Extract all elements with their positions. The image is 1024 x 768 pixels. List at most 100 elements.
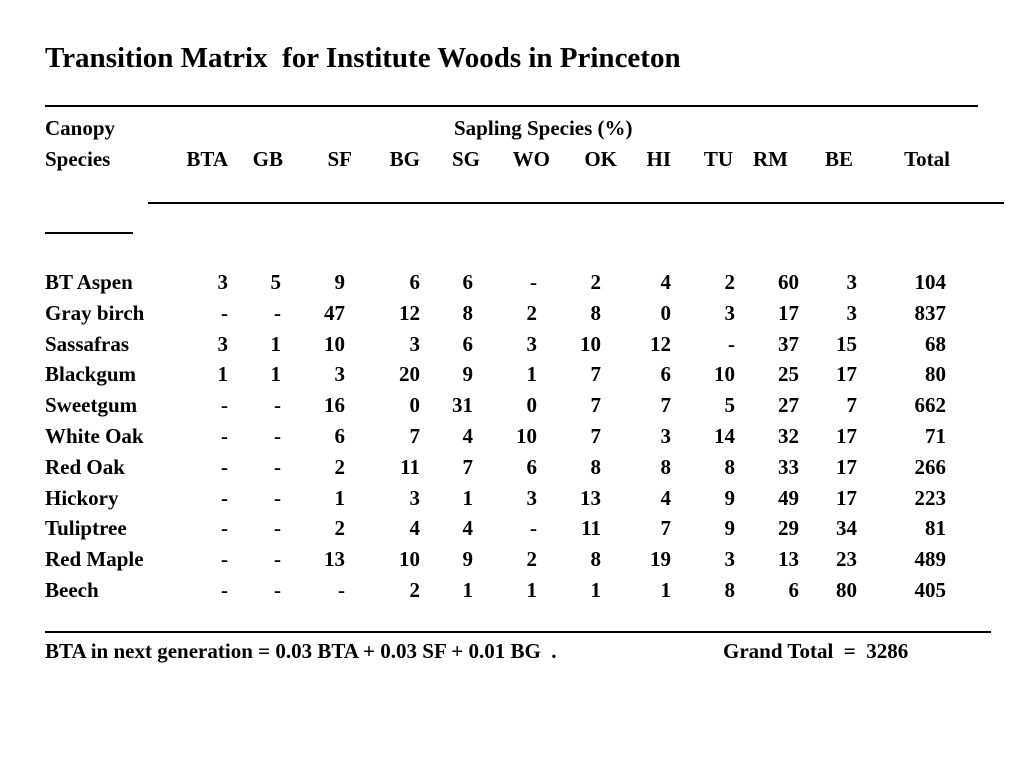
table-cell: 13 xyxy=(778,547,799,571)
table-cell: 9 xyxy=(724,516,736,540)
table-cell: 0 xyxy=(409,393,421,417)
table-cell: 7 xyxy=(462,455,474,479)
table-cell: 12 xyxy=(650,332,671,356)
table-cell: 1 xyxy=(526,578,538,602)
table-cell: 0 xyxy=(660,301,672,325)
column-header: BTA xyxy=(186,147,228,171)
table-cell: 8 xyxy=(590,301,602,325)
table-cell: 27 xyxy=(778,393,799,417)
table-cell: - xyxy=(221,393,228,417)
table-cell: 13 xyxy=(580,486,601,510)
table-cell: 2 xyxy=(409,578,421,602)
row-species-name: Blackgum xyxy=(45,362,137,386)
table-cell: 6 xyxy=(409,270,421,294)
table-cell: 80 xyxy=(836,578,857,602)
table-cell: 15 xyxy=(836,332,857,356)
table-cell: 9 xyxy=(724,486,736,510)
footer-equation: BTA in next generation = 0.03 BTA + 0.03… xyxy=(45,639,557,663)
table-cell: 25 xyxy=(778,362,799,386)
header-sapling-species: Sapling Species (%) xyxy=(454,116,633,140)
table-cell: - xyxy=(274,393,281,417)
table-cell: 29 xyxy=(778,516,799,540)
row-species-name: Red Oak xyxy=(45,455,125,479)
table-cell: 7 xyxy=(660,393,672,417)
column-header: SG xyxy=(451,147,480,171)
table-cell: 3 xyxy=(334,362,346,386)
table-cell: 11 xyxy=(581,516,601,540)
table-cell: 3 xyxy=(846,301,858,325)
column-header: TU xyxy=(703,147,733,171)
table-cell: 7 xyxy=(590,362,602,386)
table-cell: 2 xyxy=(590,270,602,294)
table-cell: 3 xyxy=(409,486,421,510)
table-cell: 104 xyxy=(914,270,947,294)
table-cell: - xyxy=(221,301,228,325)
row-species-name: Tuliptree xyxy=(45,516,127,540)
table-cell: - xyxy=(728,332,735,356)
table-cell: 4 xyxy=(660,486,672,510)
table-cell: - xyxy=(274,578,281,602)
table-cell: 1 xyxy=(217,362,229,386)
table-cell: 49 xyxy=(778,486,799,510)
page-title: Transition Matrix for Institute Woods in… xyxy=(45,42,681,74)
table-cell: 14 xyxy=(714,424,735,448)
table-cell: 1 xyxy=(526,362,538,386)
table-cell: 10 xyxy=(399,547,420,571)
table-cell: 1 xyxy=(270,332,282,356)
table-cell: - xyxy=(221,547,228,571)
table-cell: 3 xyxy=(846,270,858,294)
table-cell: 837 xyxy=(914,301,947,325)
table-cell: 10 xyxy=(580,332,601,356)
table-cell: - xyxy=(221,486,228,510)
table-cell: 3 xyxy=(660,424,672,448)
table-cell: 1 xyxy=(334,486,346,510)
column-header: BE xyxy=(824,147,853,171)
table-cell: 489 xyxy=(914,547,947,571)
footer-divider xyxy=(45,631,991,633)
table-cell: - xyxy=(274,455,281,479)
table-cell: - xyxy=(274,424,281,448)
table-cell: 3 xyxy=(217,270,229,294)
table-cell: 9 xyxy=(334,270,346,294)
table-cell: - xyxy=(274,516,281,540)
table-cell: 17 xyxy=(836,455,857,479)
table-cell: 32 xyxy=(778,424,799,448)
table-cell: 1 xyxy=(462,486,474,510)
header-divider-short xyxy=(45,232,133,234)
table-cell: 8 xyxy=(590,547,602,571)
table-cell: 7 xyxy=(846,393,858,417)
table-cell: 6 xyxy=(660,362,672,386)
table-cell: 34 xyxy=(836,516,857,540)
table-cell: 60 xyxy=(778,270,799,294)
table-cell: 7 xyxy=(590,393,602,417)
table-cell: 0 xyxy=(526,393,538,417)
row-species-name: Sweetgum xyxy=(45,393,138,417)
table-cell: 81 xyxy=(925,516,946,540)
table-cell: - xyxy=(274,301,281,325)
table-cell: 17 xyxy=(778,301,799,325)
table-cell: 31 xyxy=(452,393,473,417)
row-species-name: Sassafras xyxy=(45,332,130,356)
table-cell: 37 xyxy=(778,332,799,356)
table-cell: 7 xyxy=(590,424,602,448)
grand-total: Grand Total = 3286 xyxy=(723,639,909,663)
table-cell: 4 xyxy=(660,270,672,294)
table-cell: 6 xyxy=(788,578,800,602)
table-cell: - xyxy=(338,578,345,602)
table-cell: 16 xyxy=(324,393,345,417)
table-cell: 13 xyxy=(324,547,345,571)
table-cell: 405 xyxy=(914,578,947,602)
table-cell: 17 xyxy=(836,424,857,448)
table-cell: 6 xyxy=(526,455,538,479)
table-cell: 47 xyxy=(324,301,345,325)
header-divider xyxy=(148,202,1004,204)
table-cell: 2 xyxy=(724,270,736,294)
row-species-name: Hickory xyxy=(45,486,119,510)
table-cell: 3 xyxy=(217,332,229,356)
table-cell: 9 xyxy=(462,547,474,571)
header-species: Species xyxy=(45,147,111,171)
row-species-name: BT Aspen xyxy=(45,270,133,294)
table-cell: - xyxy=(530,270,537,294)
table-cell: 223 xyxy=(914,486,947,510)
table-cell: 10 xyxy=(516,424,537,448)
